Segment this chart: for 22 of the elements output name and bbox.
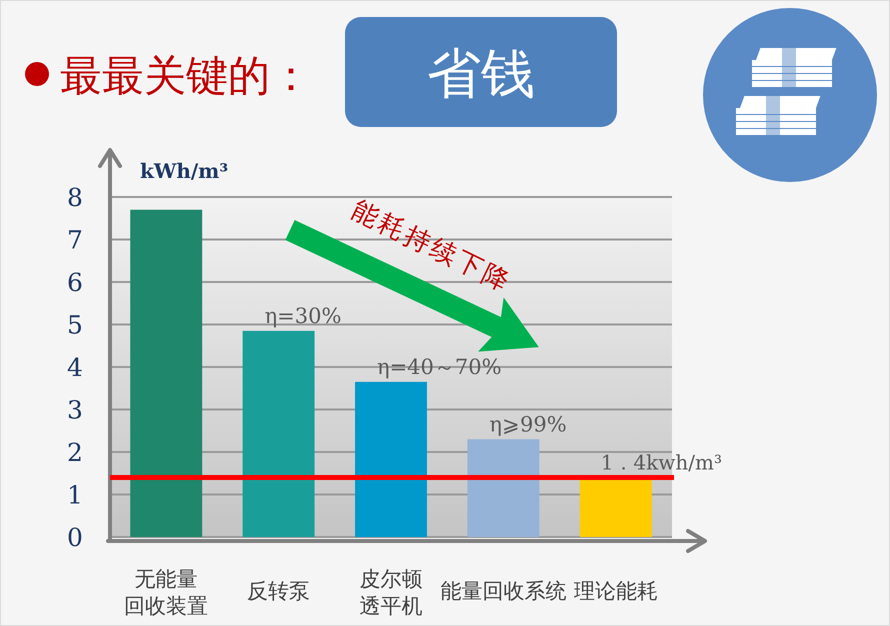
- y-tick-label: 1: [67, 480, 83, 510]
- y-tick-label: 4: [67, 353, 83, 382]
- ref-line-label: 1．4kwh/m³: [600, 450, 722, 474]
- annotation: η⩾99%: [489, 412, 567, 436]
- x-tick-label: 反转泵: [247, 579, 310, 603]
- annotation: η=40～70%: [377, 354, 502, 379]
- y-tick-label: 0: [67, 523, 83, 552]
- annotation: η=30%: [264, 304, 342, 328]
- annotation: 能耗持续下降: [346, 195, 516, 298]
- y-tick-label: 5: [67, 310, 83, 340]
- chart-subtitle: 省钱: [427, 42, 535, 105]
- chart-title: 最最关键的：: [60, 51, 312, 100]
- y-tick-label: 3: [67, 396, 83, 424]
- y-tick-label: 8: [67, 183, 83, 212]
- x-tick-label: 无能量回收装置: [124, 567, 208, 618]
- x-tick-label: 皮尔顿透平机: [360, 567, 422, 618]
- y-tick-label: 6: [67, 268, 83, 297]
- x-tick-label: 理论能耗: [574, 579, 658, 603]
- y-tick-label: 2: [67, 438, 83, 467]
- y-tick-label: 7: [67, 226, 83, 254]
- x-tick-label: 能量回收系统: [440, 579, 566, 603]
- y-axis-title: kWh/m³: [140, 159, 228, 183]
